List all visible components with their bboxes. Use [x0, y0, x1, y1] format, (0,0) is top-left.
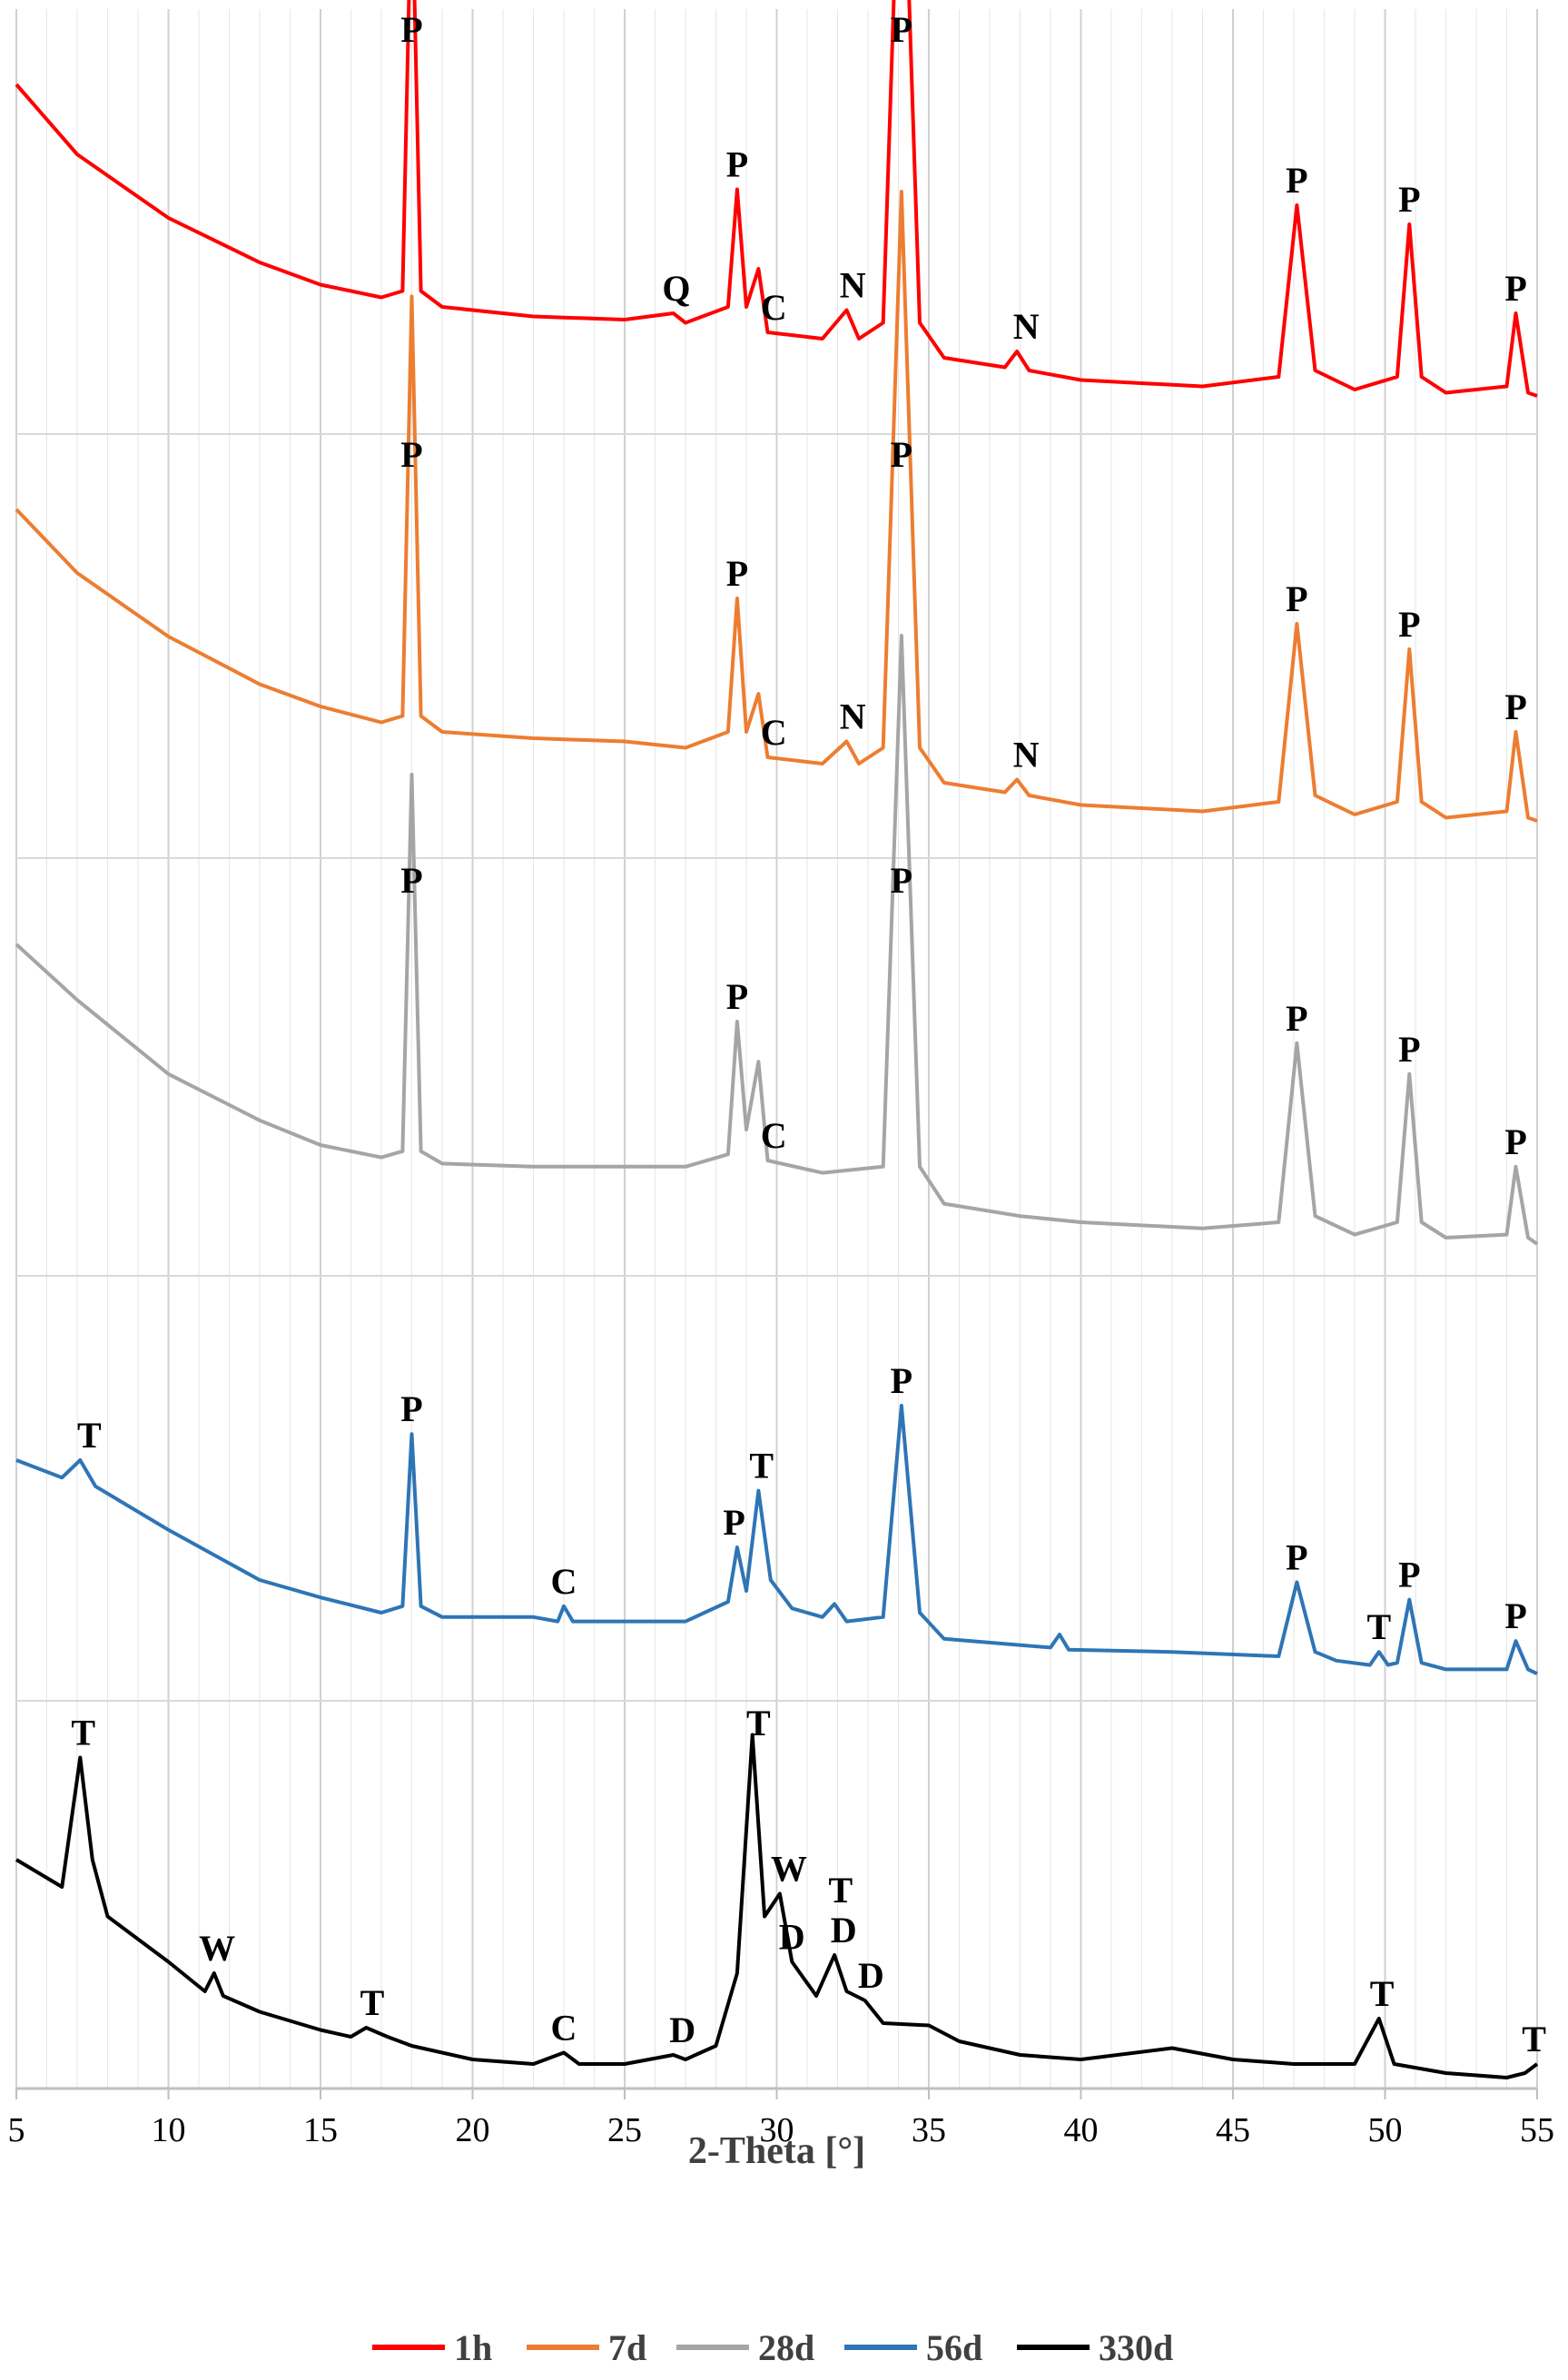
peak-label-330d-5: T: [746, 1703, 771, 1743]
peak-label-56d-0: T: [77, 1415, 102, 1456]
x-tick-label: 10: [152, 2111, 186, 2149]
series-line-56d: [15, 1404, 1538, 1676]
x-tick-label: 50: [1368, 2111, 1403, 2149]
peak-label-1h-2: P: [726, 144, 748, 185]
peak-label-330d-9: T: [829, 1870, 853, 1911]
peak-label-28d-5: P: [1398, 1029, 1420, 1070]
peak-label-56d-6: P: [1286, 1536, 1307, 1577]
x-tick-label: 40: [1064, 2111, 1099, 2149]
peak-label-7d-8: P: [1504, 686, 1526, 727]
peak-label-7d-7: P: [1398, 604, 1420, 645]
x-axis: 5 10 15 20 25 30 35 40 45 50 55: [8, 2087, 1554, 2149]
peak-label-1h-1: Q: [662, 268, 690, 309]
peak-label-330d-3: C: [551, 2008, 577, 2049]
legend-label-1h: 1h: [454, 2327, 492, 2368]
peak-label-7d-4: P: [891, 434, 912, 475]
x-axis-title: 2-Theta [°]: [688, 2130, 865, 2172]
peak-label-56d-8: P: [1398, 1555, 1420, 1595]
legend-label-330d: 330d: [1099, 2327, 1173, 2368]
peak-label-330d-12: T: [1522, 2019, 1546, 2059]
peak-label-7d-1: P: [726, 553, 748, 594]
peak-label-56d-4: T: [749, 1446, 774, 1486]
peak-label-1h-7: P: [1286, 160, 1307, 201]
peak-label-330d-6: D: [779, 1917, 805, 1958]
peak-label-56d-5: P: [891, 1360, 912, 1401]
panel-separators: [16, 433, 1537, 1702]
peak-label-56d-2: C: [551, 1561, 577, 1602]
peak-label-330d-7: W: [771, 1849, 807, 1890]
peak-label-1h-9: P: [1504, 268, 1526, 309]
x-tick-label: 15: [303, 2111, 338, 2149]
peak-label-56d-3: P: [723, 1502, 745, 1543]
peak-label-330d-0: T: [71, 1713, 95, 1753]
x-tick-label: 25: [607, 2111, 642, 2149]
peak-label-7d-6: P: [1286, 578, 1307, 619]
peak-label-56d-7: T: [1366, 1606, 1391, 1647]
x-tick-label: 20: [456, 2111, 490, 2149]
series-line-28d: [15, 634, 1539, 1246]
peak-label-28d-0: P: [400, 860, 422, 901]
peak-label-28d-6: P: [1504, 1121, 1526, 1162]
peak-label-7d-3: N: [840, 696, 866, 737]
peak-label-7d-5: N: [1013, 735, 1040, 775]
peak-label-1h-0: P: [400, 9, 422, 50]
peak-label-28d-4: P: [1286, 998, 1307, 1039]
x-tick-label: 45: [1216, 2111, 1250, 2149]
legend-label-28d: 28d: [758, 2327, 814, 2368]
peak-label-1h-6: N: [1013, 306, 1040, 347]
peak-label-330d-8: D: [831, 1910, 857, 1950]
peak-label-330d-4: D: [669, 2010, 695, 2050]
legend-label-7d: 7d: [608, 2327, 646, 2368]
peak-label-330d-10: D: [858, 1955, 884, 1996]
peak-label-56d-9: P: [1504, 1595, 1526, 1636]
peak-label-330d-1: W: [199, 1928, 235, 1969]
peak-label-56d-1: P: [400, 1388, 422, 1429]
peak-label-330d-11: T: [1370, 1973, 1395, 2014]
x-tick-label: 30: [760, 2111, 794, 2149]
chart-legend: 1h 7d 28d 56d 330d: [372, 2327, 1173, 2368]
x-tick-label: 55: [1520, 2111, 1554, 2149]
peak-label-1h-3: C: [761, 287, 787, 328]
peak-label-28d-3: P: [891, 860, 912, 901]
legend-label-56d: 56d: [926, 2327, 982, 2368]
chart-grid: [15, 9, 1538, 2089]
series-line-1h: [15, 0, 1538, 398]
series-line-330d: [15, 1733, 1539, 2079]
peak-label-7d-0: P: [400, 434, 422, 475]
peak-label-7d-2: C: [761, 712, 787, 753]
peak-label-28d-1: P: [726, 976, 748, 1017]
peak-label-330d-2: T: [360, 1982, 385, 2023]
chart-series: [15, 0, 1539, 2079]
peak-label-1h-8: P: [1398, 179, 1420, 220]
peak-label-1h-4: N: [840, 265, 866, 306]
x-tick-label: 5: [8, 2111, 25, 2149]
series-line-7d: [15, 190, 1538, 823]
peak-label-1h-5: P: [891, 9, 912, 50]
peak-label-28d-2: C: [761, 1115, 787, 1156]
x-tick-label: 35: [912, 2111, 946, 2149]
